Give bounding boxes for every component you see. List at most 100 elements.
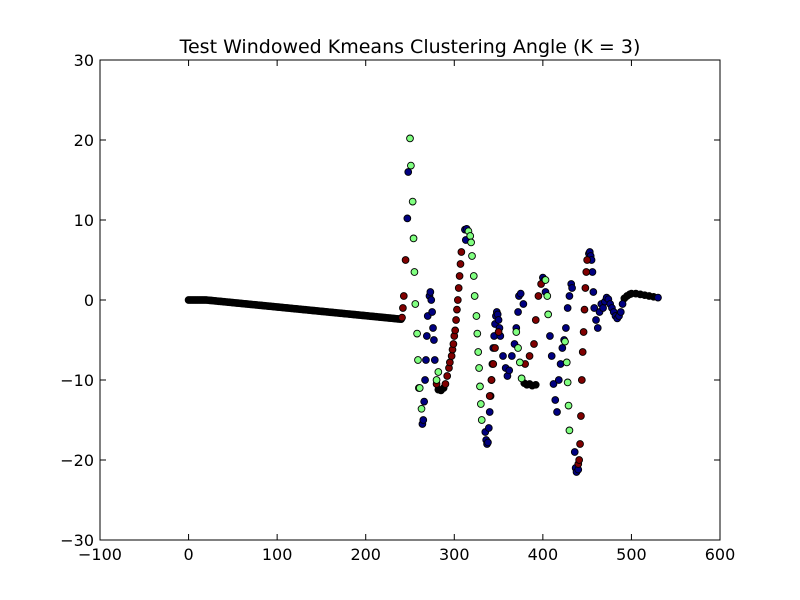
- data-point: [477, 416, 486, 424]
- data-point: [404, 168, 413, 176]
- data-point: [452, 316, 460, 324]
- data-point: [430, 336, 438, 344]
- x-tick-label: 300: [439, 545, 470, 564]
- data-point: [489, 360, 498, 368]
- data-point: [592, 316, 600, 324]
- data-point: [563, 304, 572, 312]
- data-point: [468, 252, 476, 260]
- data-point: [505, 366, 514, 375]
- data-point: [434, 368, 443, 376]
- data-point: [454, 284, 463, 292]
- data-point: [415, 384, 424, 392]
- data-point: [530, 340, 538, 348]
- data-point: [432, 376, 441, 384]
- y-tick-label: 30: [74, 51, 94, 70]
- data-point: [512, 328, 521, 336]
- data-point: [568, 284, 576, 292]
- data-point: [455, 272, 464, 280]
- data-point: [616, 308, 625, 316]
- data-point: [578, 348, 587, 356]
- data-point: [449, 340, 458, 348]
- data-point: [654, 293, 662, 302]
- data-point: [534, 292, 543, 300]
- data-point: [577, 376, 586, 384]
- data-point: [477, 400, 485, 408]
- data-point: [547, 352, 556, 360]
- data-point: [514, 344, 522, 352]
- data-point: [485, 392, 494, 400]
- data-point: [457, 248, 466, 256]
- data-point: [446, 358, 454, 367]
- data-point: [428, 308, 436, 316]
- data-point: [525, 352, 534, 360]
- scatter-points: [184, 134, 662, 476]
- data-point: [562, 358, 571, 367]
- data-point: [556, 360, 565, 368]
- data-point: [575, 456, 584, 464]
- data-point: [494, 316, 503, 324]
- data-point: [409, 234, 418, 243]
- data-point: [475, 364, 483, 372]
- data-point: [494, 328, 503, 336]
- data-point: [456, 260, 465, 268]
- data-point: [421, 376, 429, 384]
- data-point: [429, 324, 437, 332]
- data-point: [414, 356, 422, 364]
- data-point: [561, 337, 569, 346]
- data-point: [467, 238, 475, 247]
- data-point: [563, 378, 572, 387]
- data-point: [565, 426, 574, 435]
- data-point: [582, 268, 591, 276]
- data-point: [593, 324, 602, 332]
- data-point: [484, 438, 492, 447]
- data-point: [427, 296, 436, 304]
- data-point: [544, 310, 553, 319]
- data-point: [472, 312, 481, 320]
- data-point: [579, 328, 588, 336]
- data-point: [516, 289, 525, 298]
- data-point: [419, 416, 428, 424]
- data-point: [551, 396, 560, 404]
- data-point: [577, 412, 585, 420]
- y-tick-label: 0: [84, 291, 94, 310]
- data-point: [565, 292, 574, 300]
- data-point: [399, 292, 408, 300]
- data-point: [466, 232, 475, 240]
- data-point: [519, 300, 528, 308]
- data-point: [443, 372, 452, 380]
- data-point: [599, 304, 607, 312]
- y-tick-label: −20: [60, 451, 94, 470]
- data-point: [517, 374, 526, 383]
- data-point: [474, 348, 483, 356]
- data-point: [426, 288, 435, 296]
- data-point: [531, 380, 540, 389]
- data-point: [581, 284, 590, 292]
- data-point: [430, 356, 439, 364]
- x-tick-label: 100: [262, 545, 293, 564]
- data-point: [589, 288, 598, 296]
- data-point: [549, 380, 558, 388]
- data-point: [499, 352, 507, 360]
- y-tick-label: −30: [60, 531, 94, 550]
- data-point: [576, 440, 584, 448]
- data-point: [420, 397, 429, 406]
- data-point: [580, 305, 589, 314]
- data-point: [553, 408, 561, 416]
- data-point: [403, 214, 412, 223]
- data-point: [417, 404, 426, 413]
- data-point: [453, 305, 461, 314]
- data-point: [531, 316, 540, 324]
- data-point: [476, 382, 484, 391]
- data-point: [487, 376, 496, 384]
- y-tick-label: 10: [74, 211, 94, 230]
- data-point: [546, 332, 554, 340]
- data-point: [543, 292, 552, 300]
- x-tick-label: 0: [183, 545, 193, 564]
- data-point: [401, 256, 410, 264]
- x-tick-label: 200: [350, 545, 381, 564]
- data-point: [484, 424, 493, 432]
- data-point: [447, 352, 456, 360]
- x-tick-label: 600: [705, 545, 736, 564]
- data-point: [570, 448, 579, 456]
